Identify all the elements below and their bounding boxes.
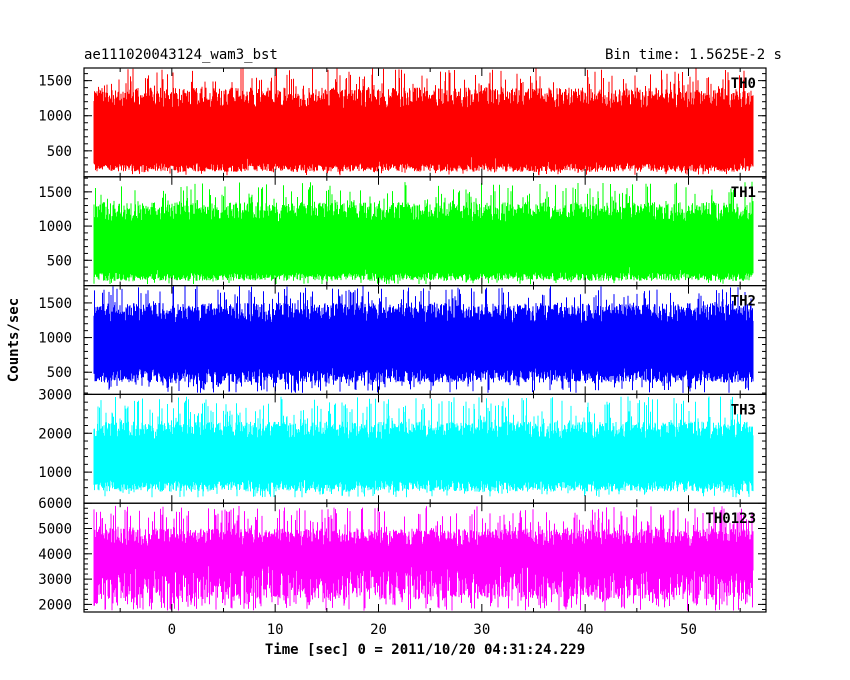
y-tick-label: 2000 xyxy=(38,426,72,442)
x-tick-label: 50 xyxy=(680,622,697,638)
y-tick-label: 1500 xyxy=(38,185,72,201)
series-th3 xyxy=(93,396,754,498)
y-tick-label: 500 xyxy=(47,144,72,160)
panel-label: TH2 xyxy=(731,294,756,310)
y-axis-label: Counts/sec xyxy=(6,298,22,382)
y-tick-label: 1000 xyxy=(38,331,72,347)
y-tick-label: 3000 xyxy=(38,572,72,588)
x-tick-label: 0 xyxy=(168,622,176,638)
x-tick-label: 20 xyxy=(370,622,387,638)
y-tick-label: 1000 xyxy=(38,219,72,235)
x-tick-label: 10 xyxy=(267,622,284,638)
y-tick-label: 3000 xyxy=(38,387,72,403)
y-tick-label: 6000 xyxy=(38,496,72,512)
x-axis-label: Time [sec] 0 = 2011/10/20 04:31:24.229 xyxy=(265,642,585,658)
bin-time-label: Bin time: 1.5625E-2 s xyxy=(605,47,782,63)
y-tick-label: 1500 xyxy=(38,74,72,90)
panel-label: TH0123 xyxy=(705,511,756,527)
chart-title: ae111020043124_wam3_bst xyxy=(84,47,278,63)
panel-th1: 500 1000 1500 TH1 xyxy=(38,176,767,287)
x-tick-label: 30 xyxy=(473,622,490,638)
y-tick-label: 2000 xyxy=(38,597,72,613)
y-tick-label: 5000 xyxy=(38,522,72,538)
panel-frame xyxy=(83,502,767,613)
panel-th0123: 2000 3000 4000 5000 6000 TH0123 xyxy=(38,496,767,613)
y-tick-label: 1000 xyxy=(38,465,72,481)
y-tick-label: 4000 xyxy=(38,547,72,563)
panel-label: TH1 xyxy=(731,185,756,201)
panel-label: TH3 xyxy=(731,402,756,418)
panel-th0: 500 1000 1500 TH0 xyxy=(38,67,767,178)
series-th0123 xyxy=(93,505,754,611)
panel-label: TH0 xyxy=(731,76,756,92)
series-th0 xyxy=(93,68,754,176)
y-tick-label: 500 xyxy=(47,365,72,381)
y-tick-label: 1500 xyxy=(38,296,72,312)
y-tick-label: 500 xyxy=(47,253,72,269)
series-th2 xyxy=(93,285,754,393)
panel-th2: 500 1000 1500 TH2 xyxy=(38,285,767,396)
y-tick-label: 1000 xyxy=(38,109,72,125)
x-tick-label: 40 xyxy=(577,622,594,638)
series-th1 xyxy=(93,181,754,285)
panel-th3: 1000 2000 3000 TH3 xyxy=(38,387,767,504)
